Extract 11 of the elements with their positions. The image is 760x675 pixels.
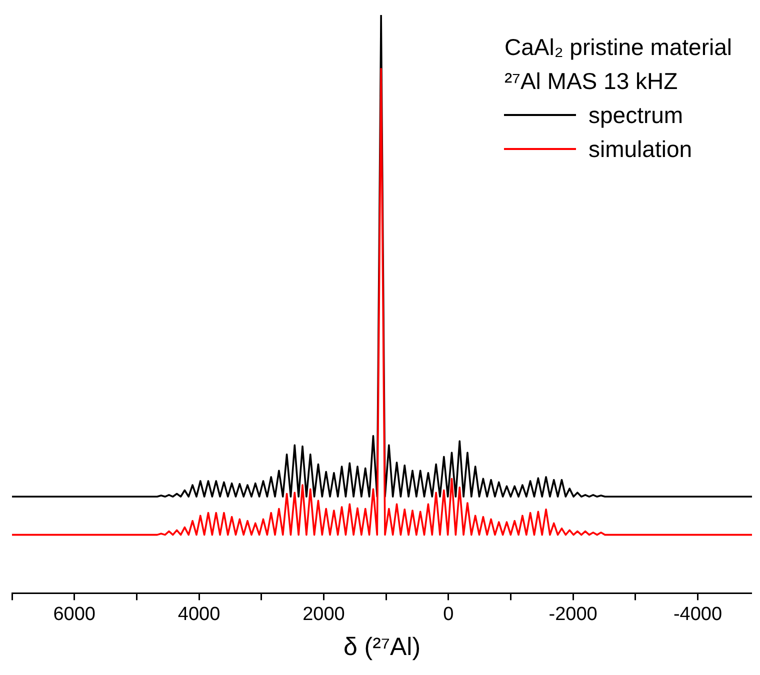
x-tick-label: -4000 — [673, 604, 722, 625]
legend-label: simulation — [588, 135, 692, 164]
x-axis-title: δ (²⁷Al) — [343, 632, 421, 661]
x-tick-label: 2000 — [302, 604, 345, 625]
annotation: CaAl₂ pristine material — [504, 33, 732, 62]
x-tick-label: -2000 — [548, 604, 598, 625]
annotation: ²⁷Al MAS 13 kHZ — [504, 67, 679, 96]
x-tick-label: 6000 — [53, 604, 96, 625]
legend-label: spectrum — [588, 101, 684, 130]
x-tick-label: 4000 — [178, 604, 220, 625]
x-tick-label: 0 — [443, 604, 454, 625]
